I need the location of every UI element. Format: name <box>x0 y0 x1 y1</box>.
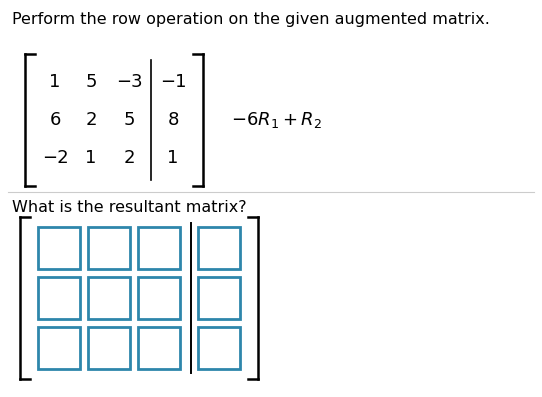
Text: $-6R_1+R_2$: $-6R_1+R_2$ <box>231 110 322 130</box>
Text: Perform the row operation on the given augmented matrix.: Perform the row operation on the given a… <box>12 12 490 27</box>
FancyBboxPatch shape <box>38 227 80 269</box>
Text: 1: 1 <box>85 149 96 167</box>
FancyBboxPatch shape <box>198 227 240 269</box>
FancyBboxPatch shape <box>88 227 130 269</box>
Text: −3: −3 <box>115 73 143 91</box>
FancyBboxPatch shape <box>198 277 240 319</box>
FancyBboxPatch shape <box>138 227 180 269</box>
Text: −2: −2 <box>42 149 68 167</box>
FancyBboxPatch shape <box>88 327 130 369</box>
FancyBboxPatch shape <box>88 277 130 319</box>
Text: 1: 1 <box>49 73 61 91</box>
FancyBboxPatch shape <box>38 327 80 369</box>
Text: What is the resultant matrix?: What is the resultant matrix? <box>12 200 247 215</box>
Text: 6: 6 <box>49 111 61 129</box>
FancyBboxPatch shape <box>38 277 80 319</box>
FancyBboxPatch shape <box>138 327 180 369</box>
Text: −1: −1 <box>160 73 186 91</box>
Text: 5: 5 <box>123 111 135 129</box>
FancyBboxPatch shape <box>138 277 180 319</box>
FancyBboxPatch shape <box>198 327 240 369</box>
Text: 2: 2 <box>85 111 97 129</box>
Text: 5: 5 <box>85 73 97 91</box>
Text: 2: 2 <box>123 149 135 167</box>
Text: 8: 8 <box>167 111 179 129</box>
Text: 1: 1 <box>167 149 179 167</box>
